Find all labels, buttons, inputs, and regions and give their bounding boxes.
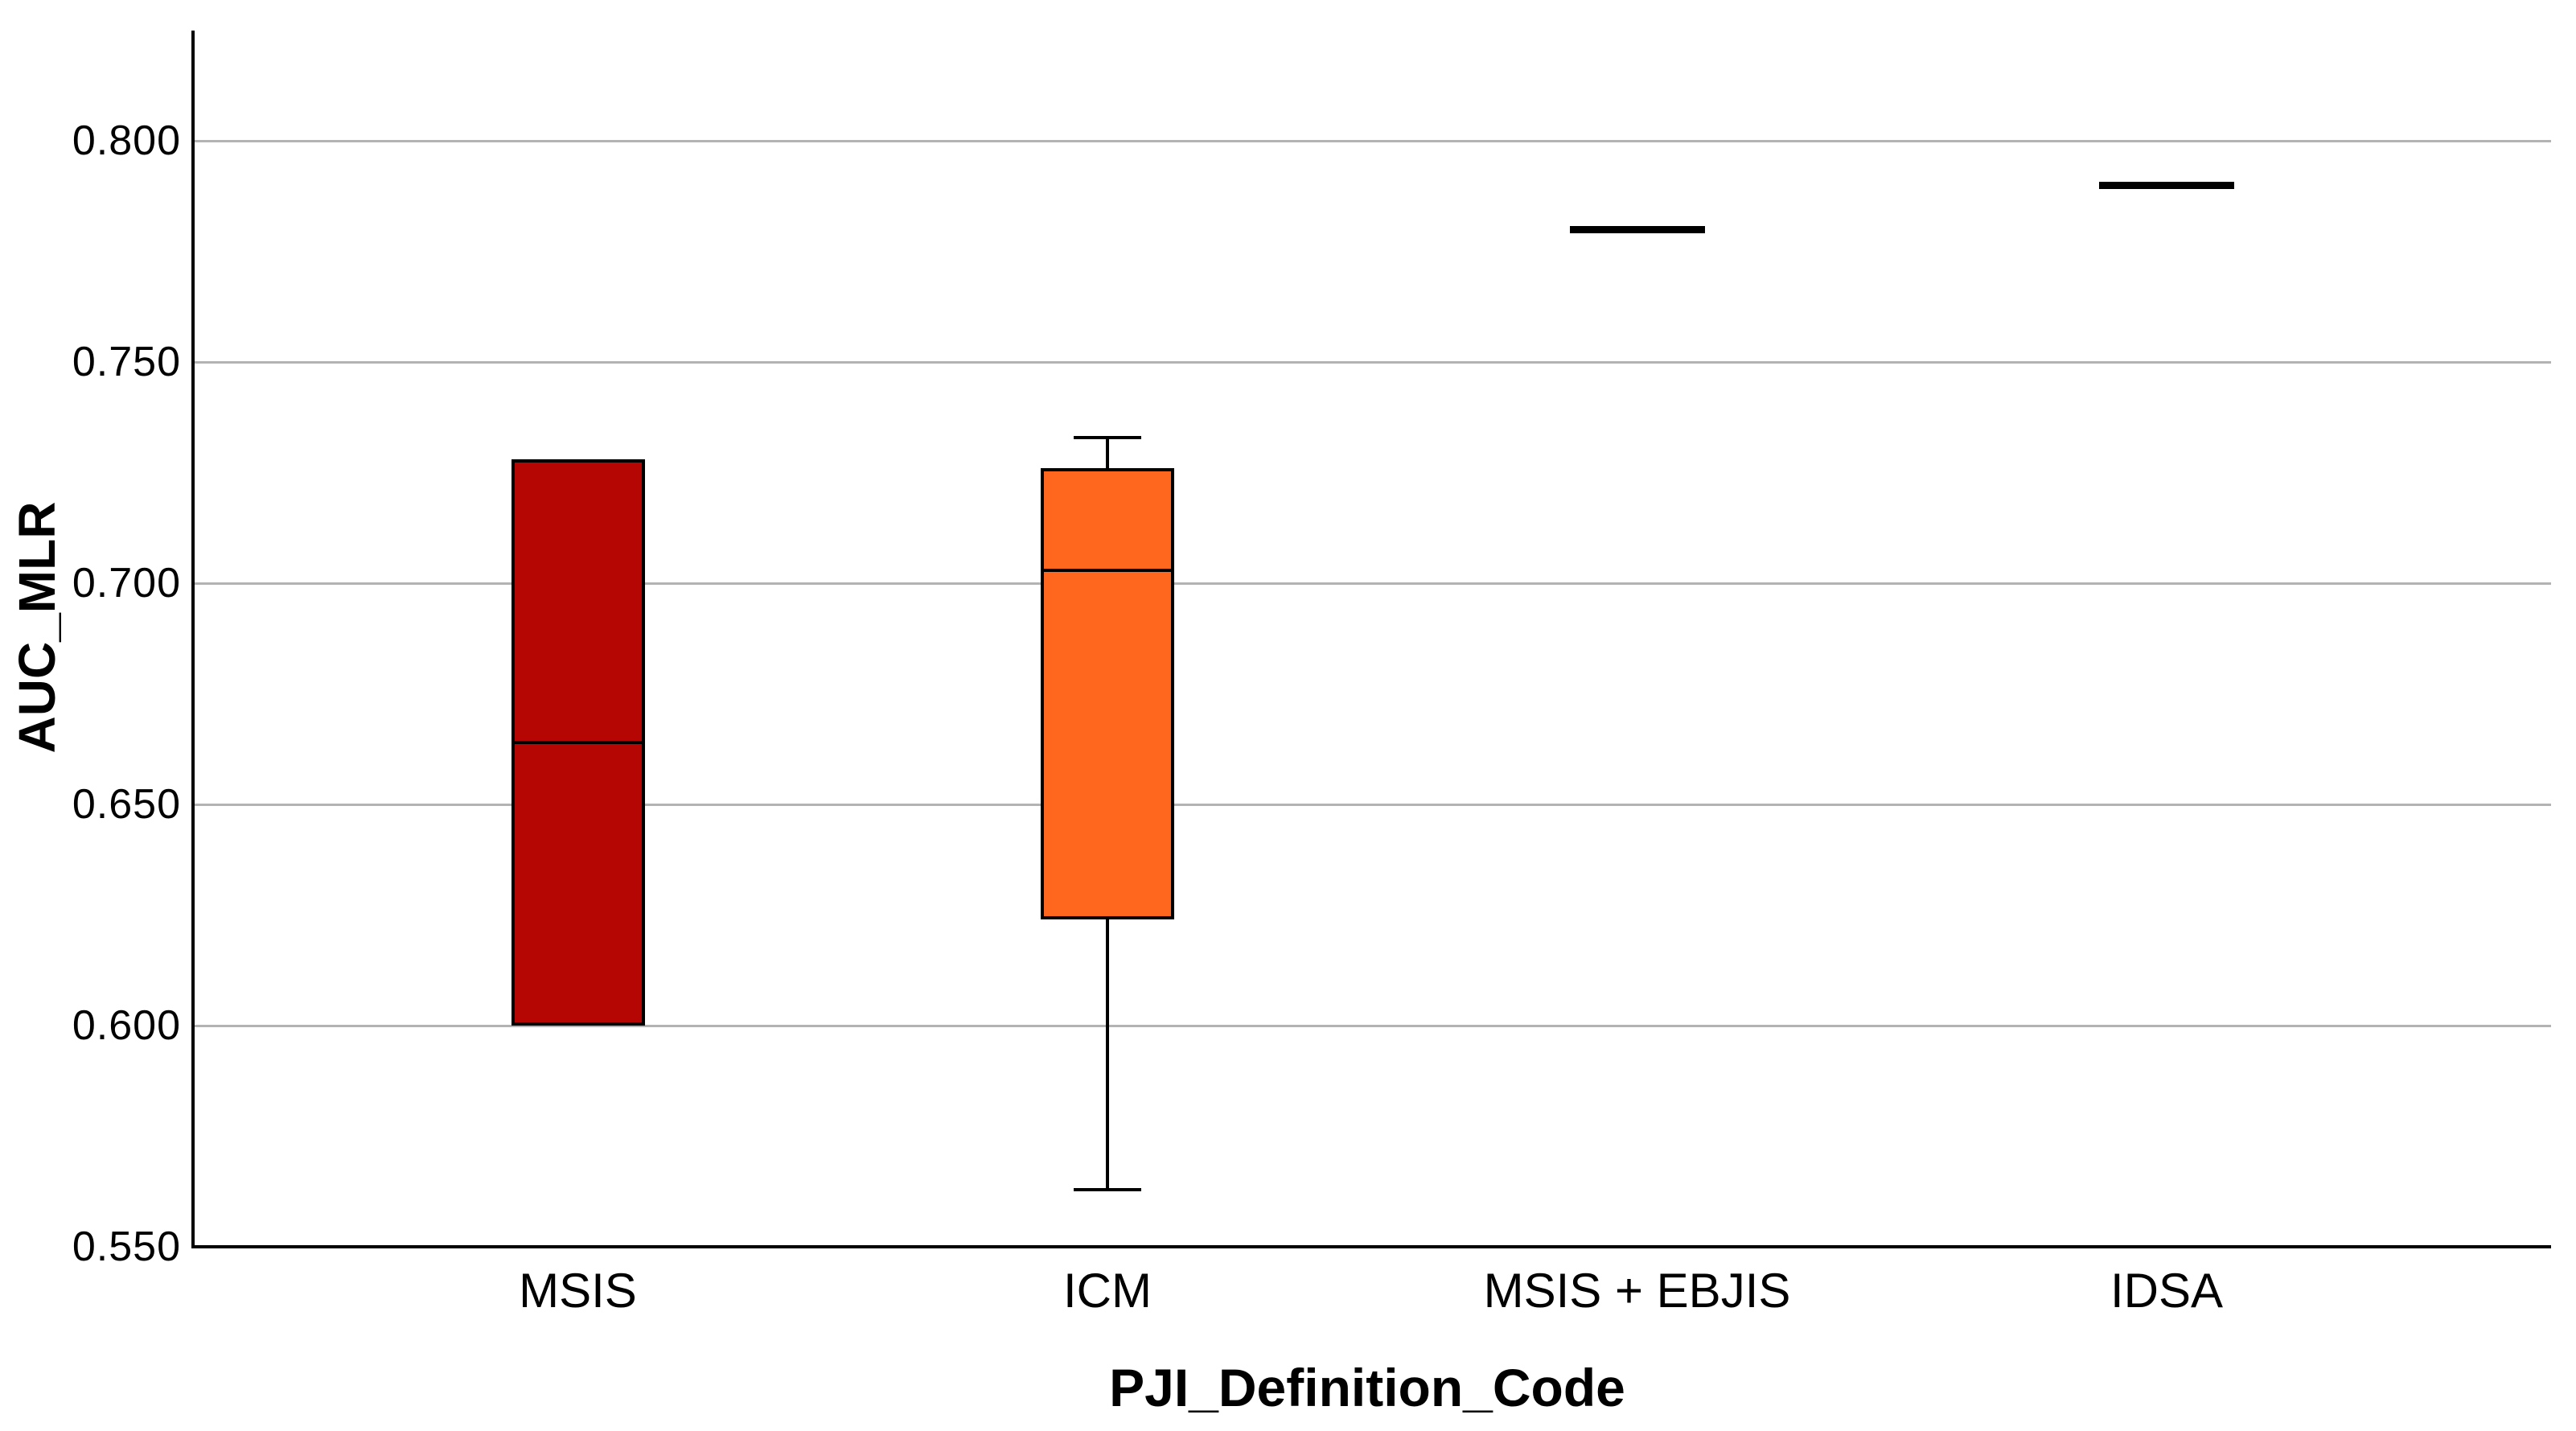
median-line-msis-ebjis	[1569, 225, 1705, 233]
gridline-0.750	[195, 360, 2551, 364]
gridline-0.700	[195, 582, 2551, 585]
box-icm	[1041, 468, 1174, 919]
y-tick-label-0.700: 0.700	[72, 560, 181, 607]
whisker-upper-cap-icm	[1074, 435, 1141, 439]
median-icm	[1041, 568, 1174, 572]
gridline-0.800	[195, 139, 2551, 142]
whisker-upper-stem-icm	[1106, 437, 1109, 468]
x-category-label-msis: MSIS	[519, 1264, 637, 1318]
x-axis-title: PJI_Definition_Code	[1109, 1358, 1625, 1417]
x-category-label-idsa: IDSA	[2110, 1264, 2224, 1318]
x-category-label-icm: ICM	[1063, 1264, 1152, 1318]
y-tick-label-0.800: 0.800	[72, 117, 181, 164]
x-axis-line	[191, 1245, 2551, 1248]
y-tick-label-0.750: 0.750	[72, 339, 181, 385]
y-axis-line	[191, 31, 195, 1248]
whisker-lower-cap-icm	[1074, 1187, 1141, 1191]
y-tick-label-0.550: 0.550	[72, 1223, 181, 1270]
gridline-0.600	[195, 1024, 2551, 1027]
median-msis	[511, 741, 645, 744]
gridline-0.650	[195, 803, 2551, 806]
y-tick-label-0.600: 0.600	[72, 1002, 181, 1049]
y-tick-label-0.650: 0.650	[72, 781, 181, 828]
whisker-lower-stem-icm	[1106, 919, 1109, 1190]
x-category-label-msis-ebjis: MSIS + EBJIS	[1483, 1264, 1791, 1318]
median-line-idsa	[2099, 181, 2234, 189]
